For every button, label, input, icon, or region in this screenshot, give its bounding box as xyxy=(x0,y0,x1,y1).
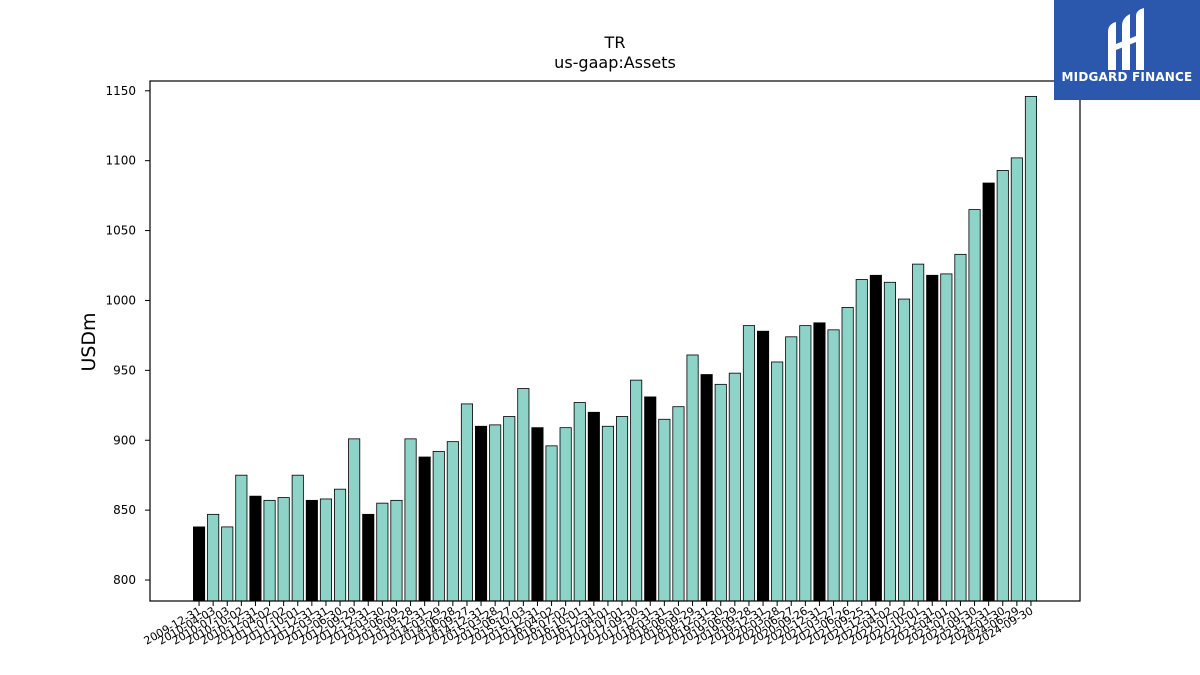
midgard-finance-logo: MIDGARD FINANCE xyxy=(1054,0,1200,100)
y-axis-ticks: 800 850 900 950 1000 1050 1100 1150 xyxy=(105,84,150,587)
bar-2020-03-28 xyxy=(771,361,784,602)
bar-2016-07-02 xyxy=(559,427,572,602)
bar-2010-07-03 xyxy=(221,526,234,602)
bar-2013-03-30 xyxy=(376,502,389,602)
bar-2011-10-01 xyxy=(291,474,304,602)
bar-2013-12-31 xyxy=(418,456,431,602)
bar-2010-10-02 xyxy=(235,474,248,602)
y-tick-label: 950 xyxy=(113,363,136,377)
bar-2020-09-26 xyxy=(799,325,812,602)
bar-2019-06-29 xyxy=(728,372,741,602)
bar-2022-07-02 xyxy=(898,298,911,602)
bar-2015-12-31 xyxy=(531,427,544,602)
bars-group xyxy=(193,95,1037,602)
bar-2017-12-31 xyxy=(644,396,657,602)
x-axis-ticks: 2009-12-312010-04-032010-07-032010-10-02… xyxy=(142,601,1035,648)
bar-2022-04-02 xyxy=(883,281,896,602)
bar-2016-04-02 xyxy=(545,445,558,602)
plot-frame xyxy=(149,80,1081,602)
bar-2023-12-31 xyxy=(982,182,995,602)
bar-2014-03-29 xyxy=(432,451,445,602)
bar-2020-12-31 xyxy=(813,322,826,602)
bar-2020-06-27 xyxy=(785,336,798,602)
bar-2014-12-31 xyxy=(475,425,488,602)
y-axis-label: USDm xyxy=(78,312,100,371)
bar-2021-12-31 xyxy=(869,274,882,602)
y-tick-label: 1100 xyxy=(105,154,136,168)
bar-2017-04-01 xyxy=(601,425,614,602)
bar-2017-07-01 xyxy=(616,416,629,602)
y-tick-label: 1050 xyxy=(105,224,136,238)
logo-text: MIDGARD FINANCE xyxy=(1061,70,1193,84)
y-tick-label: 800 xyxy=(113,573,136,587)
bar-2014-09-27 xyxy=(460,403,473,602)
bar-2017-09-30 xyxy=(630,379,643,602)
bar-2015-06-27 xyxy=(503,416,516,602)
bar-2010-04-03 xyxy=(207,513,220,602)
midgard-logo-icon xyxy=(1108,8,1144,70)
bar-2024-09-30 xyxy=(1024,95,1037,602)
bar-2014-06-28 xyxy=(446,441,459,602)
bar-2011-12-31 xyxy=(305,499,318,602)
bar-2011-04-02 xyxy=(263,499,276,602)
y-tick-label: 1150 xyxy=(105,84,136,98)
y-tick-label: 900 xyxy=(113,433,136,447)
bar-2019-03-30 xyxy=(714,383,727,602)
bar-2019-12-31 xyxy=(757,330,770,602)
bar-2012-03-31 xyxy=(319,498,332,602)
bar-2015-10-03 xyxy=(517,388,530,602)
bar-2012-06-30 xyxy=(334,488,347,602)
bar-2021-09-25 xyxy=(855,279,868,602)
bar-2013-09-28 xyxy=(404,438,417,602)
y-tick-label: 850 xyxy=(113,503,136,517)
chart-title: TR xyxy=(604,33,626,52)
bar-2023-07-01 xyxy=(954,253,967,602)
bar-2016-12-31 xyxy=(587,411,600,602)
bar-2012-12-31 xyxy=(362,513,375,602)
bar-2018-06-30 xyxy=(672,406,685,602)
bar-2019-09-28 xyxy=(742,325,755,602)
bar-2024-03-30 xyxy=(996,170,1009,602)
bar-2023-09-30 xyxy=(968,209,981,602)
bar-2011-07-02 xyxy=(277,497,290,602)
bar-2013-06-29 xyxy=(390,499,403,602)
bar-2018-12-31 xyxy=(700,374,713,602)
bar-2018-09-29 xyxy=(686,354,699,602)
y-tick-label: 1000 xyxy=(105,293,136,307)
chart-subtitle: us-gaap:Assets xyxy=(554,53,676,72)
bar-2010-12-31 xyxy=(249,495,262,602)
bar-2012-09-29 xyxy=(348,438,361,602)
bar-2021-03-27 xyxy=(827,329,840,602)
bar-2024-06-29 xyxy=(1010,157,1023,602)
bar-2009-12-31 xyxy=(193,526,206,602)
bar-2022-10-01 xyxy=(912,263,925,602)
bar-2016-10-01 xyxy=(573,402,586,602)
bar-2021-06-26 xyxy=(841,307,854,602)
bar-2015-03-28 xyxy=(489,424,502,602)
bar-2018-03-31 xyxy=(658,418,671,602)
bar-2023-04-01 xyxy=(940,273,953,602)
bar-2022-12-31 xyxy=(926,274,939,602)
